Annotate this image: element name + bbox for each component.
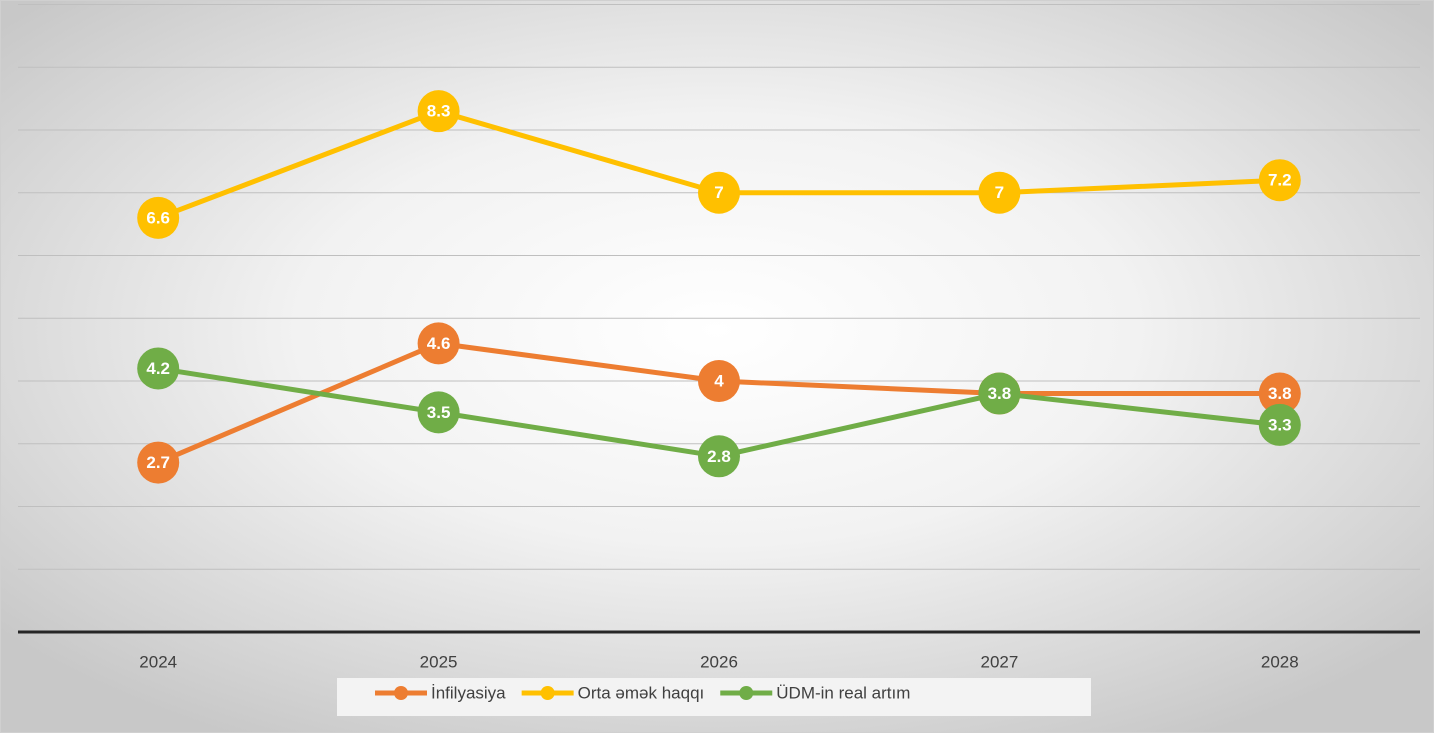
data-label: 3.8 (1268, 384, 1292, 403)
x-tick-label: 2025 (420, 652, 458, 671)
data-label: 7 (995, 183, 1004, 202)
x-tick-label: 2024 (139, 652, 177, 671)
data-point (417, 90, 460, 133)
data-label: 3.8 (988, 384, 1012, 403)
data-point (1258, 372, 1301, 415)
legend-label: Orta əmək haqqı (578, 683, 705, 702)
data-point (698, 171, 740, 214)
data-label: 7.2 (1268, 171, 1292, 190)
legend-marker (739, 686, 754, 700)
data-label: 3.5 (427, 403, 451, 422)
data-label: 4.6 (427, 334, 451, 353)
data-label: 6.6 (146, 208, 170, 227)
data-point (137, 347, 180, 390)
data-label: 2.8 (707, 447, 731, 466)
data-label: 2.7 (146, 453, 170, 472)
data-label: 4.2 (146, 359, 170, 378)
x-tick-label: 2027 (980, 652, 1018, 671)
data-point (978, 372, 1021, 415)
data-point (978, 171, 1021, 214)
x-tick-label: 2028 (1261, 652, 1299, 671)
data-point (698, 360, 740, 402)
legend-label: İnfilyasiya (431, 683, 506, 702)
data-label: 3.3 (1268, 415, 1292, 434)
data-point (1258, 159, 1301, 202)
data-point (137, 441, 180, 484)
data-point (417, 391, 460, 434)
legend-background (337, 678, 1091, 716)
data-label: 4 (714, 371, 724, 390)
data-point (1258, 403, 1301, 446)
legend-marker (540, 686, 555, 700)
x-tick-label: 2026 (700, 652, 738, 671)
data-point (417, 322, 460, 365)
legend-marker (394, 686, 408, 700)
data-label: 8.3 (427, 102, 451, 121)
data-label: 7 (714, 183, 723, 202)
legend-label: ÜDM-in real artım (776, 683, 910, 702)
data-point (137, 196, 180, 239)
data-point (698, 435, 740, 478)
